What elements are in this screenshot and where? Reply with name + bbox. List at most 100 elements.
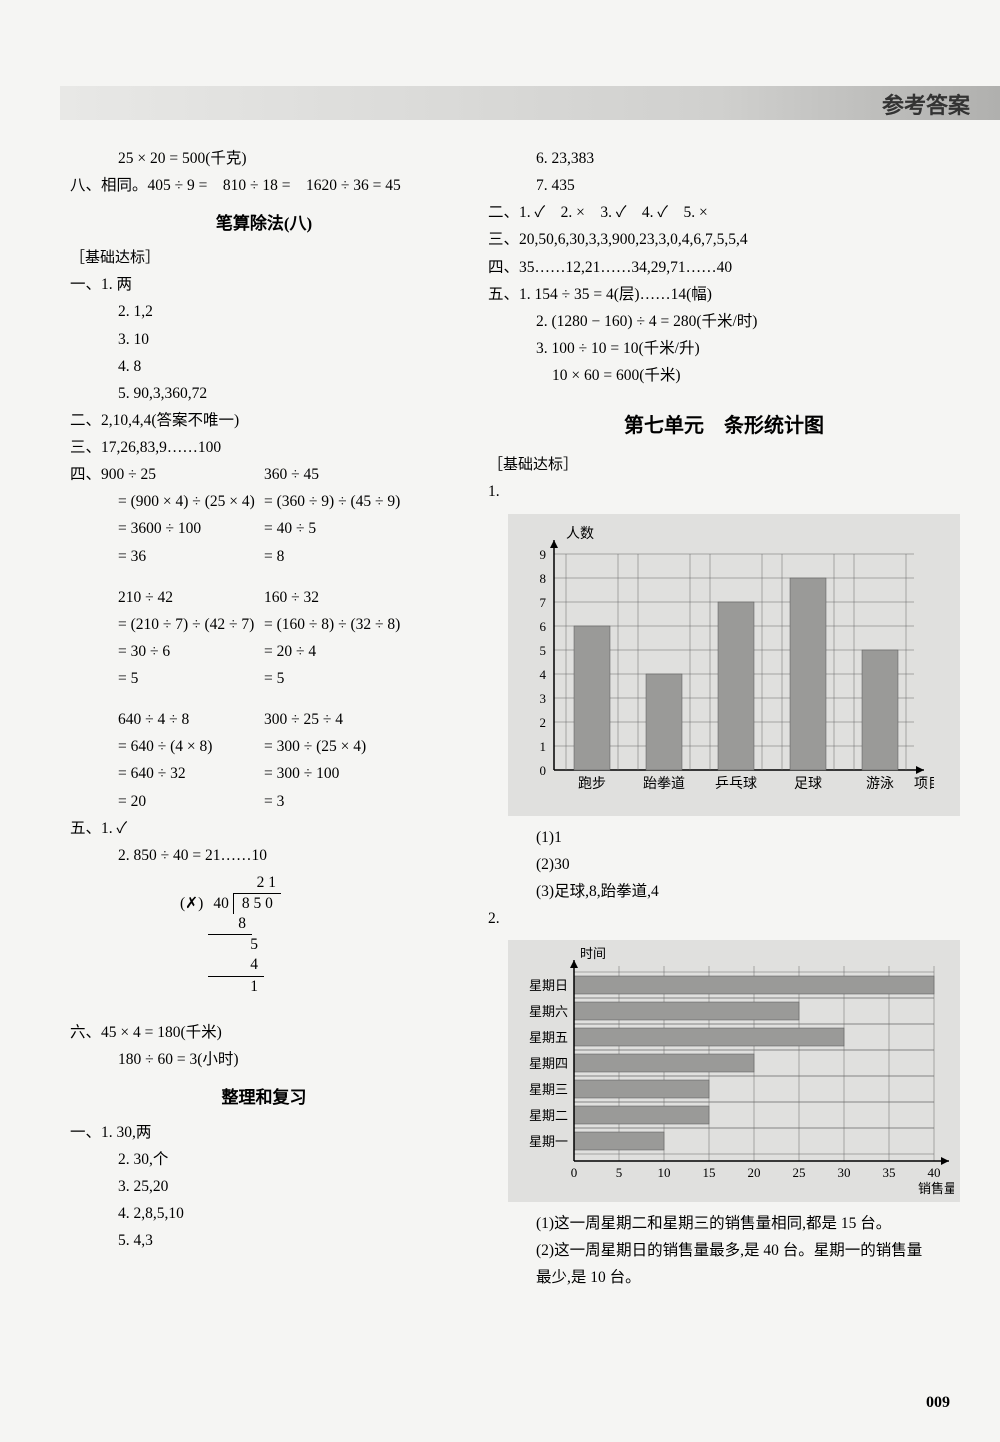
page-number: 009 xyxy=(926,1394,950,1412)
svg-text:5: 5 xyxy=(540,643,547,658)
svg-text:跑步: 跑步 xyxy=(578,776,606,792)
text-line: 640 ÷ 4 ÷ 8 xyxy=(70,706,264,733)
text-line: (2)30 xyxy=(488,851,960,878)
svg-text:销售量/台: 销售量/台 xyxy=(918,1181,954,1196)
math-group: 四、900 ÷ 25 = (900 × 4) ÷ (25 × 4) = 3600… xyxy=(70,461,458,570)
text-line: 180 ÷ 60 = 3(小时) xyxy=(70,1046,458,1073)
text-line: = 3600 ÷ 100 xyxy=(70,515,264,542)
svg-text:4: 4 xyxy=(540,667,547,682)
text-line: 最少,是 10 台。 xyxy=(488,1264,960,1291)
q2-label: 2. xyxy=(488,905,960,932)
svg-text:9: 9 xyxy=(540,547,547,562)
left-column: 25 × 20 = 500(千克) 八、相同。405 ÷ 9 = 810 ÷ 1… xyxy=(70,145,458,1402)
svg-text:星期二: 星期二 xyxy=(529,1108,568,1123)
svg-text:星期日: 星期日 xyxy=(529,978,568,993)
text-line: = 3 xyxy=(264,788,458,815)
svg-text:5: 5 xyxy=(616,1165,623,1180)
bar-chart-vertical: 0123456789跑步跆拳道乒乓球足球游泳人数项目 xyxy=(508,514,960,816)
svg-text:7: 7 xyxy=(540,595,547,610)
text-line: 四、900 ÷ 25 xyxy=(70,461,264,488)
text-line: = 8 xyxy=(264,543,458,570)
text-line: 210 ÷ 42 xyxy=(70,584,264,611)
text-line: 160 ÷ 32 xyxy=(264,584,458,611)
long-division: 2 1 (✗) 40 8 5 0 8 5 4 1 xyxy=(70,873,458,997)
text-line: 五、1. ✓ xyxy=(70,815,458,842)
text-line: 八、相同。405 ÷ 9 = 810 ÷ 18 = 1620 ÷ 36 = 45 xyxy=(70,172,458,199)
svg-text:40: 40 xyxy=(928,1165,941,1180)
svg-text:8: 8 xyxy=(540,571,547,586)
svg-text:足球: 足球 xyxy=(794,776,822,792)
text-line: (1)1 xyxy=(488,824,960,851)
svg-text:星期三: 星期三 xyxy=(529,1082,568,1097)
text-line: 4. 8 xyxy=(70,353,458,380)
label-basic: ［基础达标］ xyxy=(488,452,960,478)
text-line: 2. 30,个 xyxy=(70,1146,458,1173)
svg-text:项目: 项目 xyxy=(914,777,934,792)
text-line: = 640 ÷ 32 xyxy=(70,760,264,787)
text-line: (3)足球,8,跆拳道,4 xyxy=(488,878,960,905)
text-line: = 640 ÷ (4 × 8) xyxy=(70,733,264,760)
text-line: (2)这一周星期日的销售量最多,是 40 台。星期一的销售量 xyxy=(488,1237,960,1264)
text-line: 四、35……12,21……34,29,71……40 xyxy=(488,254,960,281)
text-line: 三、20,50,6,30,3,3,900,23,3,0,4,6,7,5,5,4 xyxy=(488,226,960,253)
yi-label: 一、 xyxy=(70,276,101,293)
text-line: 五、1. 154 ÷ 35 = 4(层)……14(幅) xyxy=(488,281,960,308)
label-basic: ［基础达标］ xyxy=(70,245,458,271)
svg-text:10: 10 xyxy=(658,1165,671,1180)
bar-chart-horizontal: 0510152025303540星期日星期六星期五星期四星期三星期二星期一时间销… xyxy=(508,940,960,1202)
text-line: 360 ÷ 45 xyxy=(264,461,458,488)
text-line: 3. 25,20 xyxy=(70,1173,458,1200)
text-line: 25 × 20 = 500(千克) xyxy=(70,145,458,172)
text-line: 三、17,26,83,9……100 xyxy=(70,434,458,461)
text-line: 2. 850 ÷ 40 = 21……10 xyxy=(70,842,458,869)
text-line: 5. 4,3 xyxy=(70,1227,458,1254)
svg-text:游泳: 游泳 xyxy=(866,776,894,792)
q1-label: 1. xyxy=(488,478,960,505)
svg-text:2: 2 xyxy=(540,715,547,730)
text-line: 1. 两 xyxy=(101,276,132,293)
svg-text:人数: 人数 xyxy=(566,526,594,542)
text-line: = 300 ÷ 100 xyxy=(264,760,458,787)
svg-text:星期四: 星期四 xyxy=(529,1056,568,1071)
text-line: 二、1. ✓ 2. × 3. ✓ 4. ✓ 5. × xyxy=(488,199,960,226)
text-line: = 5 xyxy=(70,665,264,692)
svg-text:0: 0 xyxy=(540,763,547,778)
svg-text:3: 3 xyxy=(540,691,547,706)
text-line: = (160 ÷ 8) ÷ (32 ÷ 8) xyxy=(264,611,458,638)
svg-text:35: 35 xyxy=(883,1165,896,1180)
text-line: = 40 ÷ 5 xyxy=(264,515,458,542)
text-line: 六、45 × 4 = 180(千米) xyxy=(70,1019,458,1046)
list-yi: 一、1. 两 xyxy=(70,271,458,298)
text-line: = (210 ÷ 7) ÷ (42 ÷ 7) xyxy=(70,611,264,638)
list-yi2: 一、1. 30,两 xyxy=(70,1119,458,1146)
page-content: 25 × 20 = 500(千克) 八、相同。405 ÷ 9 = 810 ÷ 1… xyxy=(70,145,960,1402)
svg-text:0: 0 xyxy=(571,1165,578,1180)
text-line: 3. 100 ÷ 10 = 10(千米/升) xyxy=(488,335,960,362)
header-title: 参考答案 xyxy=(882,88,970,120)
text-line: = 300 ÷ (25 × 4) xyxy=(264,733,458,760)
section-title: 整理和复习 xyxy=(70,1083,458,1113)
text-line: 2. (1280 − 160) ÷ 4 = 280(千米/时) xyxy=(488,308,960,335)
text-line: 300 ÷ 25 ÷ 4 xyxy=(264,706,458,733)
text-line: 10 × 60 = 600(千米) xyxy=(488,362,960,389)
math-group: 640 ÷ 4 ÷ 8 = 640 ÷ (4 × 8) = 640 ÷ 32 =… xyxy=(70,706,458,815)
svg-text:30: 30 xyxy=(838,1165,851,1180)
text-line: = 30 ÷ 6 xyxy=(70,638,264,665)
text-line: = 36 xyxy=(70,543,264,570)
svg-text:星期六: 星期六 xyxy=(529,1004,568,1019)
svg-text:时间: 时间 xyxy=(580,946,606,961)
text-line: 3. 10 xyxy=(70,326,458,353)
unit-title: 第七单元 条形统计图 xyxy=(488,409,960,444)
svg-text:6: 6 xyxy=(540,619,547,634)
svg-text:星期五: 星期五 xyxy=(529,1030,568,1045)
text-line: 4. 2,8,5,10 xyxy=(70,1200,458,1227)
text-line: 二、2,10,4,4(答案不唯一) xyxy=(70,407,458,434)
text-line: (1)这一周星期二和星期三的销售量相同,都是 15 台。 xyxy=(488,1210,960,1237)
text-line: 5. 90,3,360,72 xyxy=(70,380,458,407)
x-mark: (✗) xyxy=(180,894,203,914)
svg-text:25: 25 xyxy=(793,1165,806,1180)
text-line: = (360 ÷ 9) ÷ (45 ÷ 9) xyxy=(264,488,458,515)
svg-text:20: 20 xyxy=(748,1165,761,1180)
section-title: 笔算除法(八) xyxy=(70,209,458,239)
math-group: 210 ÷ 42 = (210 ÷ 7) ÷ (42 ÷ 7) = 30 ÷ 6… xyxy=(70,584,458,693)
